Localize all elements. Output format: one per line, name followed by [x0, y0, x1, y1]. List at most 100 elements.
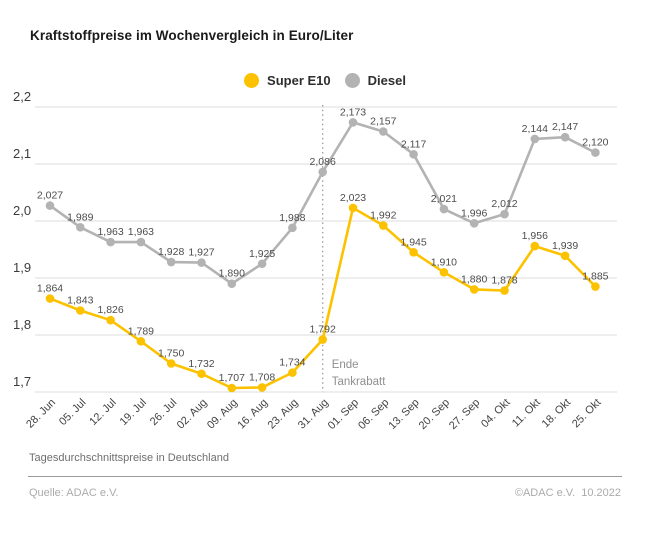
diesel-point [379, 127, 388, 136]
diesel-point [76, 222, 85, 232]
y-tick-label: 2,0 [13, 203, 31, 218]
super-e10-point-label: 1,789 [128, 325, 154, 337]
super-e10-point [136, 336, 146, 346]
y-tick-label: 1,8 [13, 317, 31, 332]
diesel-point [318, 167, 328, 177]
x-tick-label: 01. Sep [326, 397, 361, 432]
super-e10-point-label: 2,023 [340, 192, 366, 204]
diesel-point [197, 258, 206, 267]
tankrabatt-label-line1: Ende [332, 359, 359, 371]
diesel-point-label: 2,173 [340, 106, 366, 118]
super-e10-point [560, 251, 570, 261]
series-super-e10: 1,864 1,843 1,826 1,789 1,750 1,732 1,707 1,708… [37, 192, 609, 393]
x-tick-label: 12. Jul [87, 397, 118, 428]
diesel-point [530, 134, 540, 144]
super-e10-point [500, 286, 509, 295]
super-e10-point [288, 368, 297, 377]
diesel-point-label: 2,157 [370, 116, 396, 128]
x-tick-label: 19. Jul [118, 397, 149, 428]
x-tick-label: 05. Jul [57, 397, 88, 428]
y-tick-label: 1,7 [13, 374, 31, 389]
super-e10-point-label: 1,939 [552, 240, 578, 252]
y-axis-labels: 2,2 2,1 2,0 1,9 1,8 1,7 [13, 89, 31, 389]
diesel-point [45, 201, 55, 210]
super-e10-point [591, 282, 600, 291]
diesel-point-label: 2,147 [552, 121, 578, 133]
diesel-point-label: 1,996 [461, 207, 487, 219]
diesel-point [469, 218, 479, 228]
y-tick-label: 2,1 [13, 146, 31, 161]
x-tick-label: 16. Aug [235, 397, 270, 432]
diesel-point-label: 2,120 [582, 137, 608, 149]
super-e10-point-label: 1,864 [37, 283, 63, 295]
footer-divider [28, 476, 622, 477]
diesel-point-label: 1,963 [128, 226, 154, 238]
super-e10-point-label: 1,708 [249, 371, 275, 383]
super-e10-point [439, 268, 449, 277]
x-tick-label: 13. Sep [386, 397, 421, 432]
legend-label-super-e10: Super E10 [267, 73, 331, 88]
copyright-notice: ©ADAC e.V. 10.2022 [514, 487, 621, 499]
diesel-point [348, 118, 358, 127]
diesel-point [500, 209, 509, 219]
super-e10-point-label: 1,750 [158, 348, 184, 360]
super-e10-point [166, 359, 176, 368]
super-e10-point [348, 203, 358, 213]
x-tick-label: 20. Sep [417, 397, 452, 432]
super-e10-point-label: 1,878 [491, 275, 517, 287]
diesel-point-label: 2,021 [431, 193, 457, 205]
super-e10-point [318, 335, 328, 344]
super-e10-point [469, 285, 479, 294]
super-e10-point [530, 241, 540, 251]
diesel-point-label: 2,012 [491, 198, 517, 210]
super-e10-point [45, 294, 55, 303]
x-tick-label: 18. Okt [540, 397, 574, 431]
diesel-point-label: 2,027 [37, 190, 63, 202]
y-tick-label: 1,9 [13, 260, 31, 275]
diesel-point [409, 150, 418, 159]
super-e10-point-label: 1,843 [67, 294, 93, 306]
super-e10-point [257, 383, 267, 392]
super-e10-point-label: 1,792 [310, 324, 336, 336]
diesel-point-label: 1,890 [219, 268, 245, 280]
source-credit: Quelle: ADAC e.V. [29, 487, 119, 499]
x-tick-label: 23. Aug [266, 397, 301, 432]
super-e10-point [227, 383, 237, 393]
super-e10-point-label: 1,880 [461, 273, 487, 285]
diesel-point-label: 1,988 [279, 212, 305, 224]
super-e10-point [379, 221, 388, 230]
diesel-point-label: 2,117 [401, 138, 427, 150]
super-e10-point [76, 306, 85, 315]
diesel-point-label: 1,963 [97, 226, 123, 238]
diesel-point [560, 132, 570, 142]
x-tick-label: 25. Okt [570, 397, 604, 431]
diesel-point [439, 204, 449, 214]
super-e10-dot-icon [244, 73, 260, 88]
y-tick-label: 2,2 [13, 89, 31, 104]
diesel-point [288, 223, 297, 233]
diesel-point-label: 1,927 [188, 247, 214, 259]
super-e10-point-label: 1,956 [522, 230, 548, 242]
super-e10-point [106, 315, 115, 325]
chart-legend: Super E10 Diesel [0, 73, 650, 88]
tankrabatt-label-line2: Tankrabatt [332, 376, 387, 388]
super-e10-point-label: 1,885 [582, 271, 608, 283]
legend-item-diesel: Diesel [344, 73, 406, 88]
x-tick-label: 04. Okt [479, 397, 513, 431]
x-tick-label: 02. Aug [175, 397, 210, 432]
diesel-point [257, 259, 267, 269]
series-diesel: 2,027 1,989 1,963 1,963 1,928 1,927 1,890 1,925… [37, 106, 609, 289]
x-tick-label: 06. Sep [356, 397, 391, 432]
diesel-point-label: 1,928 [158, 246, 184, 258]
x-tick-label: 11. Okt [510, 397, 543, 430]
super-e10-point-label: 1,734 [279, 357, 305, 369]
legend-label-diesel: Diesel [367, 73, 406, 88]
super-e10-point-label: 1,945 [400, 236, 426, 248]
diesel-point [591, 148, 600, 157]
x-tick-label: 31. Aug [296, 397, 331, 432]
diesel-point [136, 237, 146, 247]
super-e10-point [409, 248, 418, 257]
diesel-point [106, 237, 115, 247]
